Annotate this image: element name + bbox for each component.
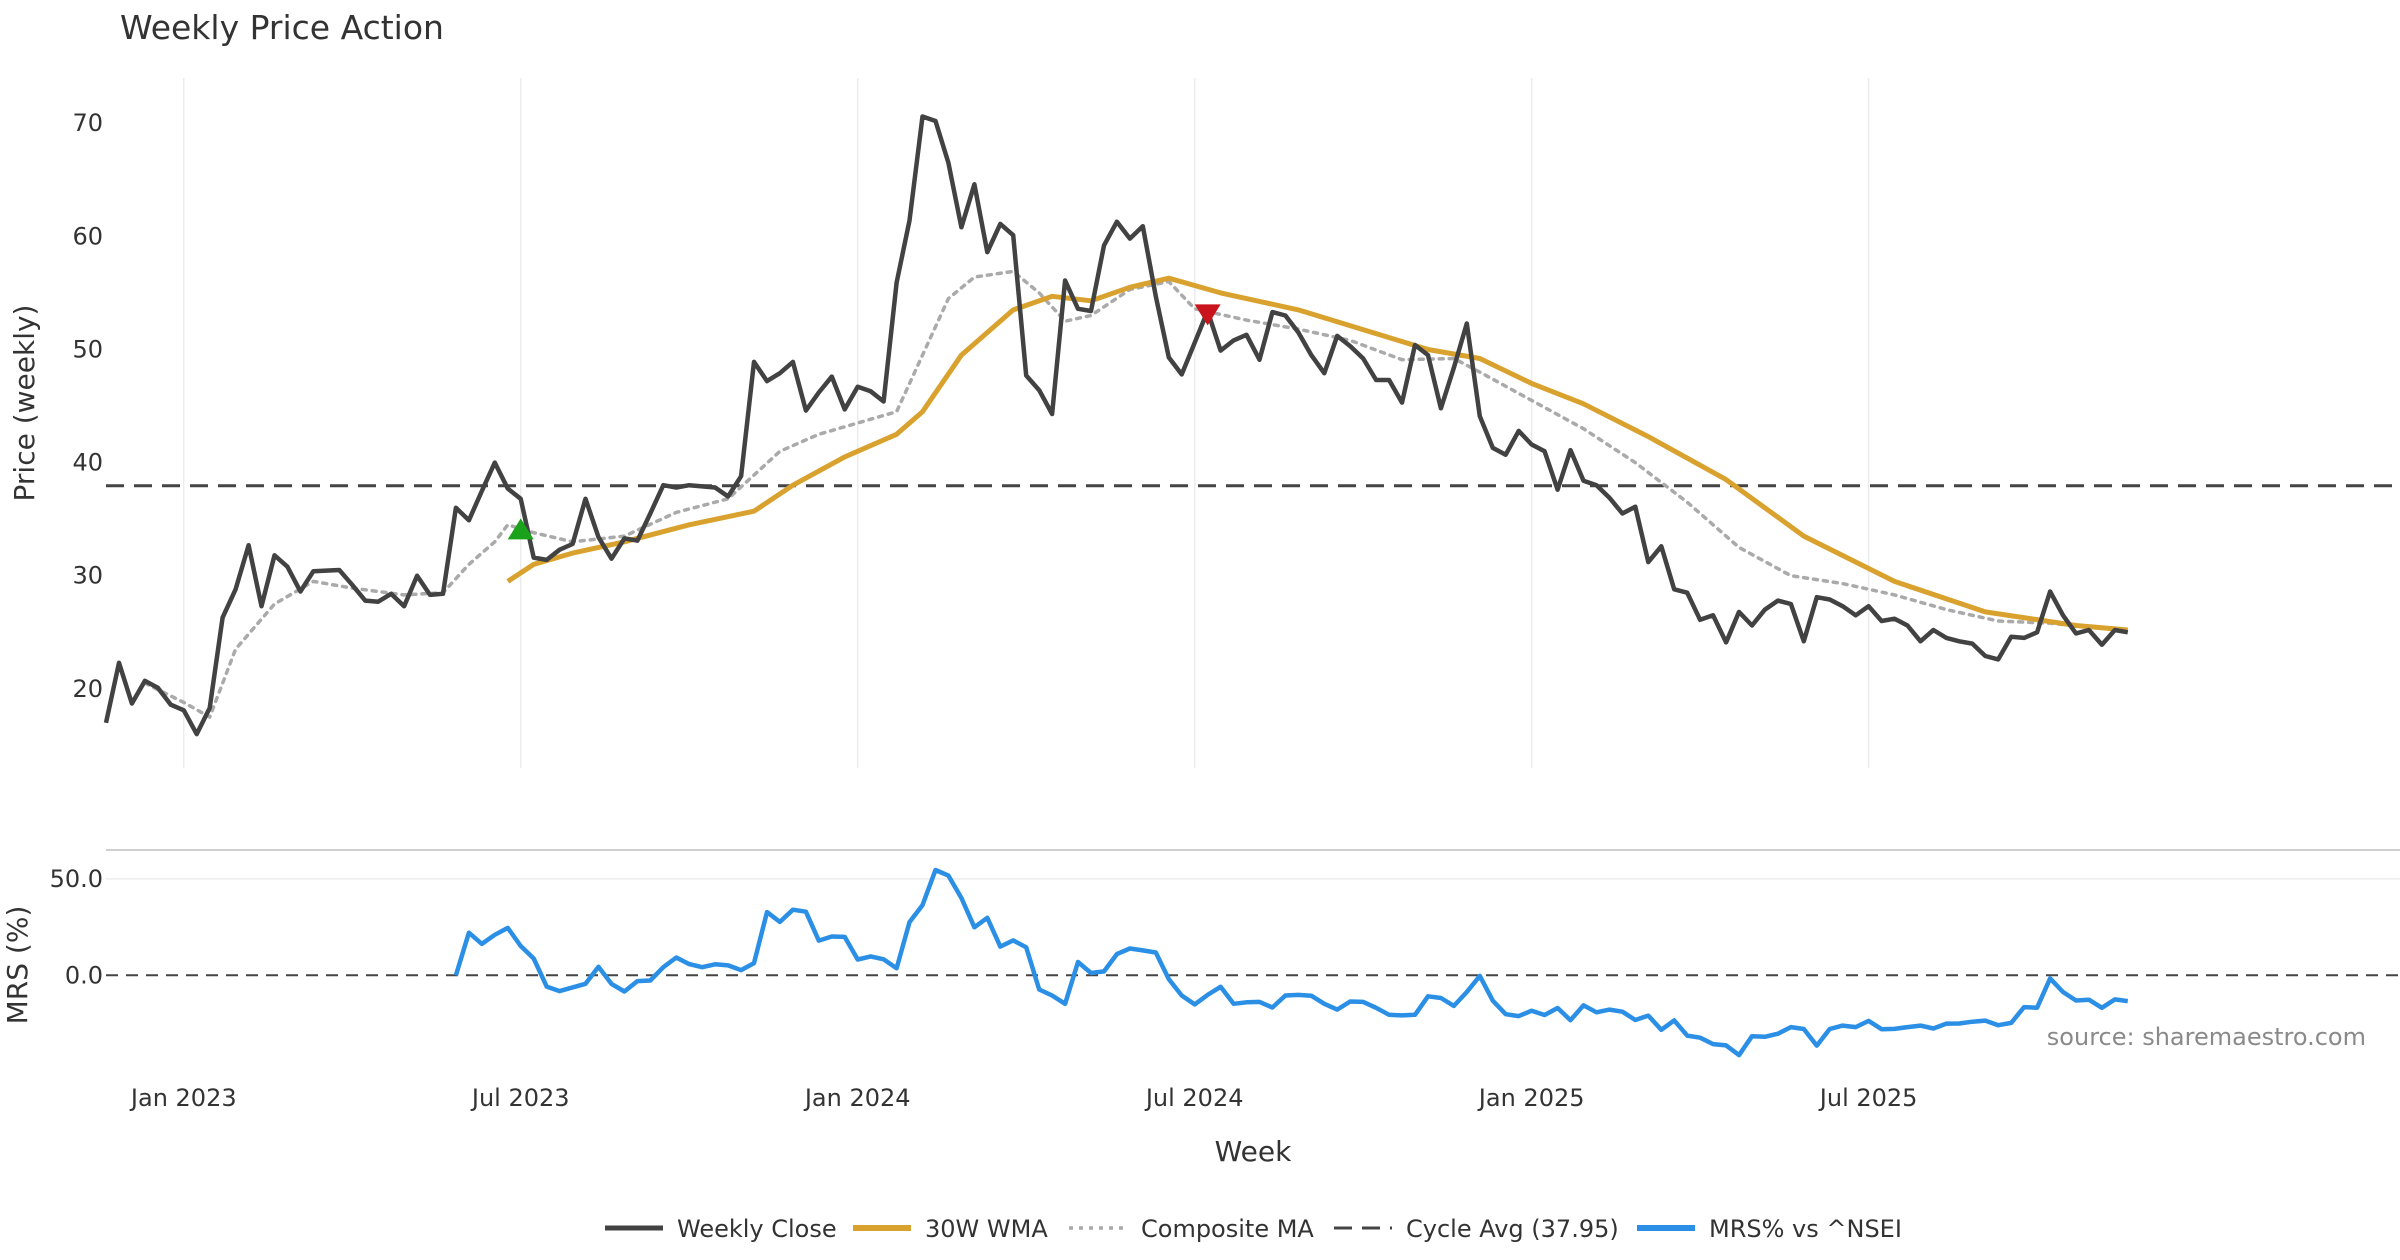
- x-axis-label: Week: [1215, 1135, 1292, 1168]
- buy-signal-marker: [507, 518, 534, 540]
- mrs-line: [453, 867, 2129, 1058]
- sell-signal-marker: [1194, 304, 1221, 326]
- mrs-tick-label: 50.0: [50, 865, 103, 893]
- chart-legend: Weekly Close 30W WMA Composite MA Cycle Avg…: [605, 1215, 1902, 1243]
- chart-title: Weekly Price Action: [120, 8, 444, 47]
- x-axis-ticks: Jan 2023 Jul 2023 Jan 2024 Jul 2024 Jan 2025…: [129, 1084, 1918, 1112]
- legend-label-composite: Composite MA: [1141, 1215, 1314, 1243]
- price-tick-label: 50: [72, 335, 103, 363]
- x-tick-label: Jul 2023: [470, 1084, 570, 1112]
- legend-item-mrs: MRS% vs ^NSEI: [1637, 1215, 1902, 1243]
- mrs-y-axis-label: MRS (%): [1, 906, 34, 1025]
- legend-label-cycle: Cycle Avg (37.95): [1406, 1215, 1619, 1243]
- legend-label-wma: 30W WMA: [925, 1215, 1048, 1243]
- x-tick-label: Jan 2024: [803, 1084, 911, 1112]
- x-tick-label: Jan 2023: [129, 1084, 237, 1112]
- price-tick-label: 40: [72, 449, 103, 477]
- x-tick-label: Jul 2024: [1144, 1084, 1244, 1112]
- price-tick-label: 20: [72, 675, 103, 703]
- legend-item-composite: Composite MA: [1069, 1215, 1314, 1243]
- price-y-axis-label: Price (weekly): [8, 305, 41, 502]
- price-y-ticks: 20 30 40 50 60 70: [72, 109, 103, 703]
- legend-label-mrs: MRS% vs ^NSEI: [1709, 1215, 1902, 1243]
- source-credit: source: sharemaestro.com: [2047, 1023, 2366, 1051]
- legend-item-cycle: Cycle Avg (37.95): [1334, 1215, 1619, 1243]
- legend-label-close: Weekly Close: [677, 1215, 837, 1243]
- weekly-close-line: [103, 114, 2129, 737]
- mrs-tick-label: 0.0: [65, 961, 103, 989]
- legend-item-close: Weekly Close: [605, 1215, 837, 1243]
- mrs-y-ticks: 50.0 0.0: [50, 865, 103, 989]
- price-tick-label: 60: [72, 222, 103, 250]
- x-tick-label: Jan 2025: [1477, 1084, 1585, 1112]
- price-tick-label: 30: [72, 562, 103, 590]
- price-tick-label: 70: [72, 109, 103, 137]
- wma-30w-line: [506, 275, 2129, 633]
- legend-item-wma: 30W WMA: [853, 1215, 1048, 1243]
- x-tick-label: Jul 2025: [1818, 1084, 1918, 1112]
